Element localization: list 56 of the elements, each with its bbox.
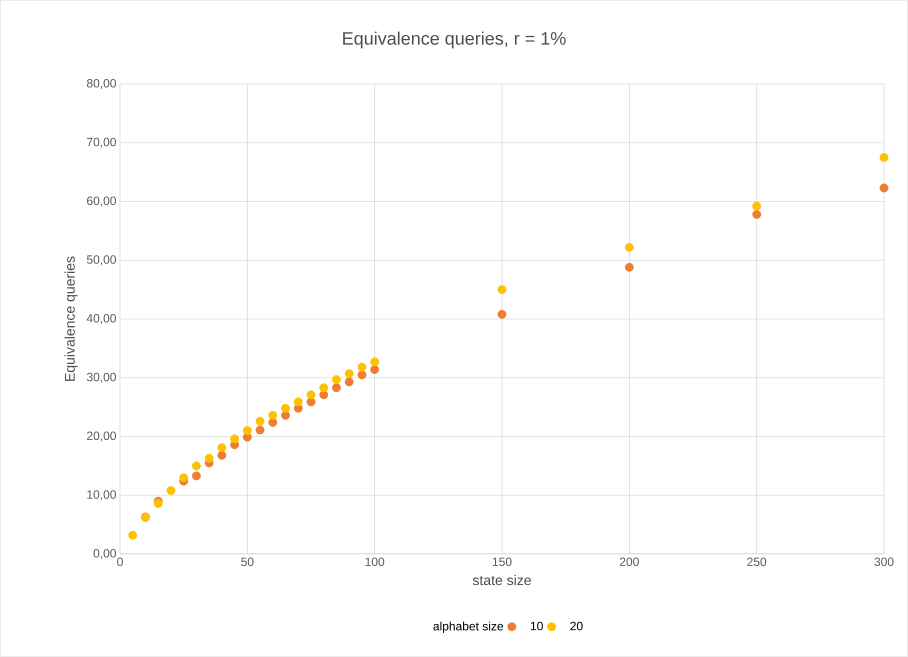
point xyxy=(268,410,278,420)
legend-title: alphabet size xyxy=(433,622,504,633)
point xyxy=(624,242,634,252)
x-tick-label: 200 xyxy=(620,558,639,566)
point xyxy=(319,383,328,392)
x-tick-label: 100 xyxy=(366,558,384,566)
point xyxy=(128,530,138,540)
y-tick-label: 70,00 xyxy=(87,138,116,148)
point xyxy=(294,397,303,406)
point xyxy=(344,377,354,386)
x-tick-label: 150 xyxy=(492,558,512,566)
point xyxy=(370,357,380,366)
point xyxy=(192,471,201,480)
x-axis-title: state size xyxy=(472,574,531,586)
point xyxy=(242,426,252,436)
point xyxy=(498,310,506,319)
point xyxy=(370,365,380,374)
y-tick-label: 20,00 xyxy=(87,432,116,442)
point xyxy=(332,383,341,392)
point xyxy=(752,210,762,219)
y-axis-title: Equivalence queries xyxy=(64,256,78,381)
point xyxy=(358,362,366,372)
point xyxy=(624,262,634,272)
point xyxy=(179,473,188,482)
point xyxy=(332,375,341,384)
point xyxy=(217,443,226,452)
point xyxy=(880,153,888,162)
point xyxy=(154,499,163,508)
legend-label: 10 xyxy=(530,622,543,630)
point xyxy=(498,285,506,294)
y-tick-label: 40,00 xyxy=(86,314,116,324)
point xyxy=(230,434,240,444)
legend-label: 20 xyxy=(570,622,583,630)
y-tick-label: 80,00 xyxy=(86,79,116,89)
point xyxy=(344,369,354,378)
point xyxy=(217,450,226,460)
point xyxy=(256,416,264,426)
point xyxy=(306,390,316,400)
point xyxy=(256,426,264,434)
point xyxy=(192,461,201,470)
y-tick-label: 60,00 xyxy=(87,196,116,206)
chart-title: Equivalence queries, r = 1% xyxy=(343,32,566,48)
x-tick-label: 250 xyxy=(747,558,766,566)
point xyxy=(752,202,762,211)
point xyxy=(880,184,888,192)
point xyxy=(358,370,366,380)
y-tick-label: 10,00 xyxy=(87,490,116,500)
point xyxy=(166,486,176,495)
y-tick-label: 30,00 xyxy=(86,372,116,383)
point xyxy=(204,454,214,463)
x-tick-label: 300 xyxy=(874,558,894,566)
point xyxy=(281,404,290,413)
y-tick-label: 50,00 xyxy=(86,255,116,266)
y-tick-label: 0,00 xyxy=(94,549,116,559)
x-tick-label: 0 xyxy=(117,558,123,566)
x-tick-label: 50 xyxy=(241,558,254,566)
